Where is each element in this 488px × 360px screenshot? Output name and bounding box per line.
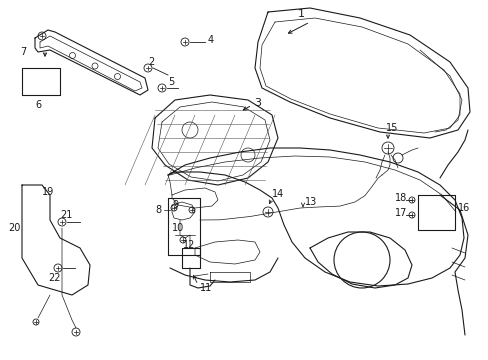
Text: 10: 10 <box>172 223 184 233</box>
Text: 22: 22 <box>48 273 61 283</box>
Text: 11: 11 <box>200 283 212 293</box>
Text: 19: 19 <box>42 187 54 197</box>
Text: 16: 16 <box>457 203 469 213</box>
Text: 3: 3 <box>253 98 261 108</box>
Text: 14: 14 <box>271 189 284 199</box>
Text: 9: 9 <box>172 200 178 210</box>
Text: 5: 5 <box>168 77 174 87</box>
Text: 13: 13 <box>305 197 317 207</box>
Text: 6: 6 <box>35 100 41 110</box>
Text: 8: 8 <box>155 205 161 215</box>
Text: 18: 18 <box>394 193 407 203</box>
Text: 21: 21 <box>60 210 72 220</box>
Text: 1: 1 <box>297 9 305 19</box>
Text: 12: 12 <box>183 240 195 250</box>
Text: 7: 7 <box>20 47 26 57</box>
Text: 17: 17 <box>394 208 407 218</box>
Text: 4: 4 <box>207 35 214 45</box>
Text: 15: 15 <box>385 123 398 133</box>
Text: 2: 2 <box>148 57 154 67</box>
Text: 20: 20 <box>8 223 20 233</box>
